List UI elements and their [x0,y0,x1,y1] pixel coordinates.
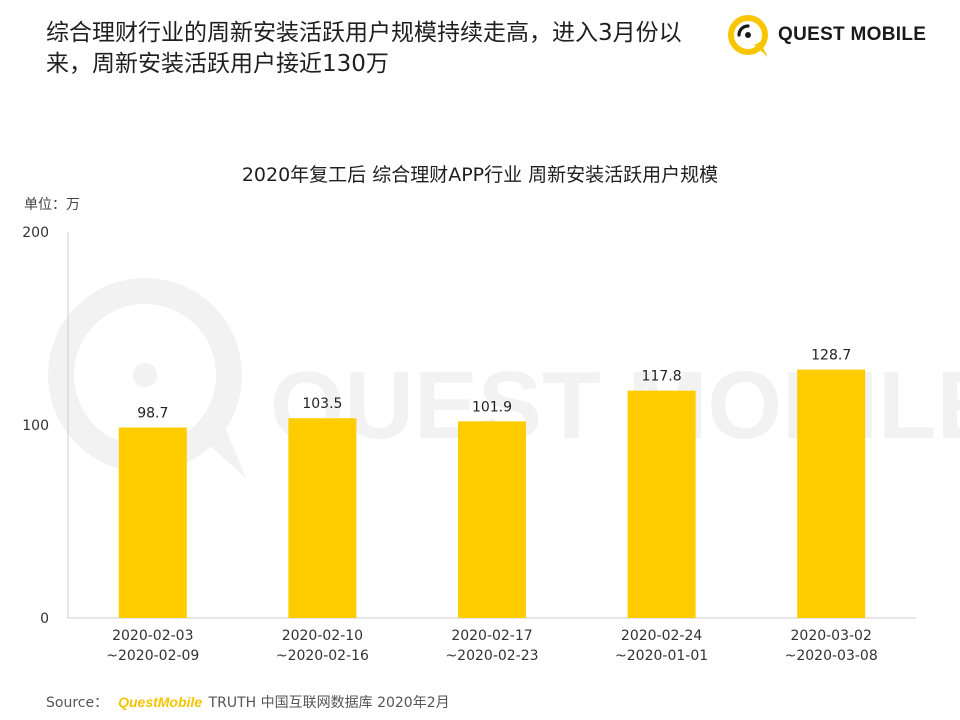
bar-value-label: 117.8 [642,369,682,385]
x-tick-label: ~2020-01-01 [615,648,708,664]
x-tick-label: ~2020-02-23 [445,648,538,664]
watermark-logo-dot [133,363,157,387]
bar-value-label: 128.7 [811,348,851,364]
bar [288,418,357,618]
quest-mobile-logo-icon [728,15,768,57]
bar-value-label: 98.7 [137,406,168,422]
unit-label: 单位：万 [24,197,80,213]
bar-value-label: 103.5 [302,396,342,412]
x-tick-label: ~2020-03-08 [785,648,878,664]
bar [797,369,866,618]
bar [627,390,696,618]
source-rest: TRUTH 中国互联网数据库 2020年2月 [204,695,450,711]
chart-title: 2020年复工后 综合理财APP行业 周新安装活跃用户规模 [241,164,719,186]
source-brand: QuestMobile [118,694,203,710]
source-prefix: Source： [46,695,109,711]
y-tick-label: 0 [40,611,49,627]
x-tick-label: 2020-02-10 [282,628,363,644]
y-tick-label: 200 [22,225,49,241]
x-tick-label: 2020-02-17 [451,628,532,644]
x-tick-label: 2020-02-24 [621,628,702,644]
brand-logo: QUEST MOBILE [724,12,927,60]
x-tick-label: ~2020-02-09 [106,648,199,664]
x-tick-label: 2020-02-03 [112,628,193,644]
brand-name: QUEST MOBILE [778,24,927,45]
y-tick-label: 100 [22,418,49,434]
bar [118,427,187,618]
x-tick-label: 2020-03-02 [791,628,872,644]
bar [458,421,526,618]
x-tick-label: ~2020-02-16 [276,648,369,664]
watermark-logo-tail [196,420,246,478]
bar-value-label: 101.9 [472,399,512,415]
page-headline: 综合理财行业的周新安装活跃用户规模持续走高，进入3月份以来，周新安装活跃用户接近… [46,20,682,77]
source-footer: Source： QuestMobile TRUTH 中国互联网数据库 2020年2… [46,692,450,712]
bar-chart: QUEST MOBILE 010020098.72020-02-03~2020-… [22,225,960,664]
